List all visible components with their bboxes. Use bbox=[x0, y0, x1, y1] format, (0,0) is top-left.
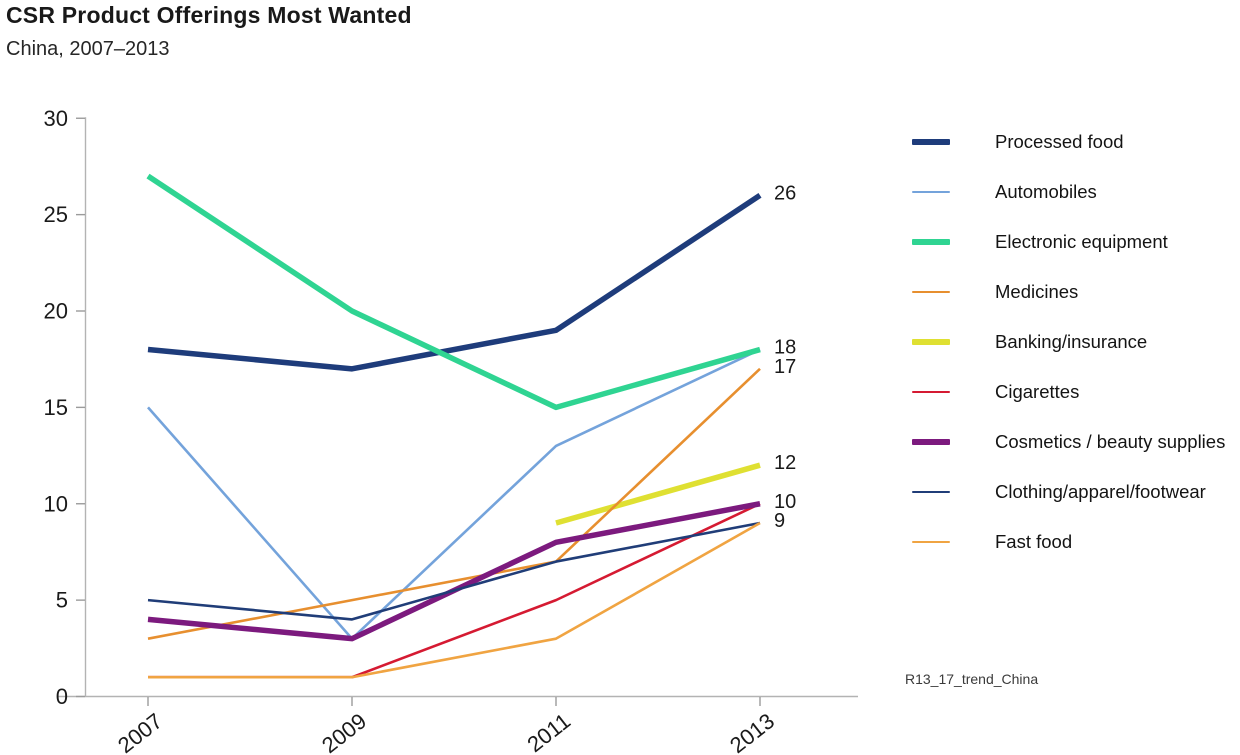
legend-item-electronic-equipment: Electronic equipment bbox=[912, 217, 1240, 267]
series-line-electronic-equipment bbox=[146, 173, 761, 411]
legend-label: Medicines bbox=[995, 281, 1079, 302]
legend-label: Clothing/apparel/footwear bbox=[995, 481, 1206, 502]
series-line-automobiles bbox=[147, 348, 761, 640]
legend-item-cosmetics-beauty-supplies: Cosmetics / beauty supplies bbox=[912, 417, 1240, 467]
legend-item-banking-insurance: Banking/insurance bbox=[912, 317, 1240, 367]
legend-label: Cigarettes bbox=[995, 381, 1080, 402]
series-line-medicines bbox=[147, 367, 761, 640]
y-tick-label: 25 bbox=[44, 202, 68, 227]
series-line-fast-food bbox=[148, 521, 761, 679]
x-tick-label: 2009 bbox=[317, 708, 371, 755]
series-line-processed-food bbox=[147, 193, 762, 372]
legend-label: Processed food bbox=[995, 131, 1124, 152]
legend-item-automobiles: Automobiles bbox=[912, 167, 1240, 217]
end-value-label-medicines: 17 bbox=[774, 356, 796, 378]
page-subtitle: China, 2007–2013 bbox=[6, 38, 170, 60]
end-value-label-electronic-equipment: 18 bbox=[774, 337, 796, 359]
legend-label: Banking/insurance bbox=[995, 331, 1148, 352]
x-tick-label: 2011 bbox=[522, 708, 575, 755]
y-tick-label: 15 bbox=[44, 395, 68, 420]
legend-item-processed-food: Processed food bbox=[912, 117, 1240, 167]
y-tick-label: 20 bbox=[44, 299, 68, 324]
legend-label: Fast food bbox=[995, 531, 1073, 552]
legend-item-clothing-apparel-footwear: Clothing/apparel/footwear bbox=[912, 467, 1240, 517]
legend-swatch-line bbox=[912, 190, 950, 194]
y-tick-label: 5 bbox=[56, 588, 68, 613]
legend-item-fast-food: Fast food bbox=[912, 517, 1240, 567]
legend-swatch-line bbox=[912, 490, 950, 494]
legend-item-cigarettes: Cigarettes bbox=[912, 367, 1240, 417]
end-value-label-processed-food: 26 bbox=[774, 182, 796, 204]
legend-item-medicines: Medicines bbox=[912, 267, 1240, 317]
y-tick-label: 10 bbox=[44, 491, 68, 516]
page-title: CSR Product Offerings Most Wanted bbox=[6, 2, 412, 28]
series-line-clothing-apparel-footwear bbox=[147, 521, 761, 621]
legend-swatch-line bbox=[912, 290, 950, 294]
legend-label: Automobiles bbox=[995, 181, 1097, 202]
end-value-label-clothing-apparel-footwear: 9 bbox=[774, 510, 785, 532]
end-value-label-banking-insurance: 12 bbox=[774, 452, 796, 474]
chart-legend: Processed food Automobiles Electronic equi… bbox=[912, 117, 1240, 567]
legend-swatch-line bbox=[912, 540, 950, 544]
y-tick-label: 0 bbox=[56, 684, 68, 709]
end-value-label-cosmetics-beauty-supplies: 10 bbox=[774, 491, 796, 513]
legend-label: Electronic equipment bbox=[995, 231, 1168, 252]
x-tick-label: 2007 bbox=[113, 708, 167, 755]
legend-swatch-line bbox=[912, 439, 950, 445]
series-line-banking-insurance bbox=[555, 462, 761, 526]
x-tick-label: 2013 bbox=[725, 708, 779, 755]
legend-swatch-line bbox=[912, 139, 950, 145]
chart-source-code: R13_17_trend_China bbox=[905, 671, 1039, 687]
legend-swatch-line bbox=[912, 339, 950, 345]
legend-label: Cosmetics / beauty supplies bbox=[995, 431, 1226, 452]
y-tick-label: 30 bbox=[44, 106, 68, 131]
legend-swatch-line bbox=[912, 239, 950, 245]
series-line-cosmetics-beauty-supplies bbox=[147, 501, 761, 642]
legend-swatch-line bbox=[912, 390, 950, 394]
